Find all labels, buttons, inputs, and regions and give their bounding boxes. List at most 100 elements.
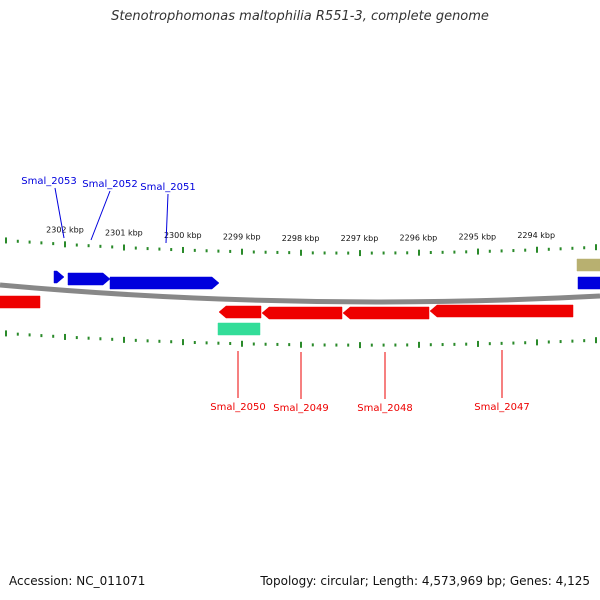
outer-tick-row	[5, 237, 597, 257]
outer-tick	[264, 250, 267, 254]
inner-tick	[571, 339, 574, 343]
outer-tick	[536, 246, 538, 253]
inner-tick	[583, 339, 586, 343]
inner-tick	[52, 334, 55, 338]
inner-tick	[229, 341, 232, 345]
tick-label: 2302 kbp	[46, 225, 84, 234]
inner-tick	[158, 339, 161, 343]
gene-arrow-smal-2049	[261, 306, 343, 320]
inner-tick	[87, 336, 90, 340]
outer-tick	[75, 243, 78, 247]
outer-tick	[276, 250, 279, 254]
inner-tick	[217, 341, 220, 345]
outer-tick	[571, 246, 574, 250]
outer-tick	[241, 248, 243, 255]
inner-tick	[429, 343, 432, 347]
inner-tick	[99, 337, 102, 341]
inner-tick	[170, 340, 173, 344]
outer-tick	[547, 247, 550, 251]
outer-tick	[465, 250, 468, 254]
inner-tick	[252, 342, 255, 346]
inner-tick	[288, 343, 291, 347]
inner-tick	[123, 336, 125, 343]
inner-tick	[559, 340, 562, 344]
outer-tick	[488, 249, 491, 253]
inner-tick	[359, 342, 361, 349]
inner-tick	[146, 339, 149, 343]
inner-tick	[40, 334, 43, 338]
inner-tick	[418, 341, 420, 348]
gene-leader-line	[90, 190, 111, 241]
tick-label: 2297 kbp	[341, 234, 379, 243]
outer-tick	[158, 247, 161, 251]
inner-tick	[182, 339, 184, 346]
outer-tick	[323, 251, 326, 255]
inner-tick	[406, 343, 409, 347]
inner-tick	[323, 343, 326, 347]
inner-tick	[547, 340, 550, 344]
inner-tick	[453, 342, 456, 346]
outer-tick	[406, 251, 409, 255]
outer-tick	[370, 251, 373, 255]
inner-tick	[276, 342, 279, 346]
outer-tick	[5, 237, 7, 244]
rna-feature	[217, 322, 261, 336]
inner-tick	[488, 342, 491, 346]
outer-tick	[205, 249, 208, 253]
outer-tick	[87, 244, 90, 248]
accession-text: Accession: NC_011071	[9, 574, 146, 588]
inner-tick	[441, 343, 444, 347]
inner-tick	[536, 339, 538, 346]
inner-tick	[500, 341, 503, 345]
outer-tick	[418, 249, 420, 256]
inner-tick	[524, 341, 527, 345]
outer-tick	[134, 246, 137, 250]
outer-tick	[252, 250, 255, 254]
outer-tick	[595, 244, 597, 251]
inner-tick	[347, 343, 350, 347]
gene-arrow-smal-2050	[218, 305, 262, 319]
outer-tick	[193, 248, 196, 252]
outer-tick	[288, 251, 291, 255]
outer-tick	[99, 244, 102, 248]
gene-arrow-smal-2053	[53, 270, 65, 284]
gene-label: Smal_2053	[21, 176, 76, 187]
inner-tick	[75, 336, 78, 340]
outer-tick	[335, 251, 338, 255]
outer-tick	[441, 250, 444, 254]
outer-tick	[52, 242, 55, 246]
inner-tick	[512, 341, 515, 345]
tick-label: 2296 kbp	[400, 234, 438, 243]
inner-tick	[205, 341, 208, 345]
inner-tick	[595, 337, 597, 344]
outer-tick	[170, 248, 173, 252]
tick-label: 2299 kbp	[223, 233, 261, 242]
inner-tick	[465, 342, 468, 346]
outer-tick	[394, 251, 397, 255]
inner-tick	[394, 343, 397, 347]
outer-tick	[40, 241, 43, 245]
inner-tick	[5, 330, 7, 337]
inner-tick-row	[5, 330, 597, 349]
gene-leader-line	[165, 193, 169, 244]
outer-tick	[311, 251, 314, 255]
outer-tick	[559, 247, 562, 251]
gene-leader-line	[54, 187, 65, 239]
outer-tick	[229, 249, 232, 253]
gene-label: Smal_2051	[140, 182, 195, 193]
outer-tick	[524, 248, 527, 252]
gene-label: Smal_2052	[82, 179, 137, 190]
inner-tick	[111, 337, 114, 341]
inner-tick	[264, 342, 267, 346]
outer-tick	[28, 240, 31, 244]
tick-labels: 2302 kbp 2301 kbp 2300 kbp 2299 kbp 2298 kbp…	[46, 225, 555, 243]
tick-label: 2298 kbp	[282, 234, 320, 243]
gene-label: Smal_2050	[210, 402, 265, 413]
inner-tick	[134, 338, 137, 342]
gene-arrow-smal-2052	[67, 272, 111, 286]
tick-label: 2300 kbp	[164, 231, 202, 240]
gene-label: Smal_2049	[273, 403, 328, 414]
inner-tick	[28, 333, 31, 337]
outer-tick	[123, 244, 125, 251]
